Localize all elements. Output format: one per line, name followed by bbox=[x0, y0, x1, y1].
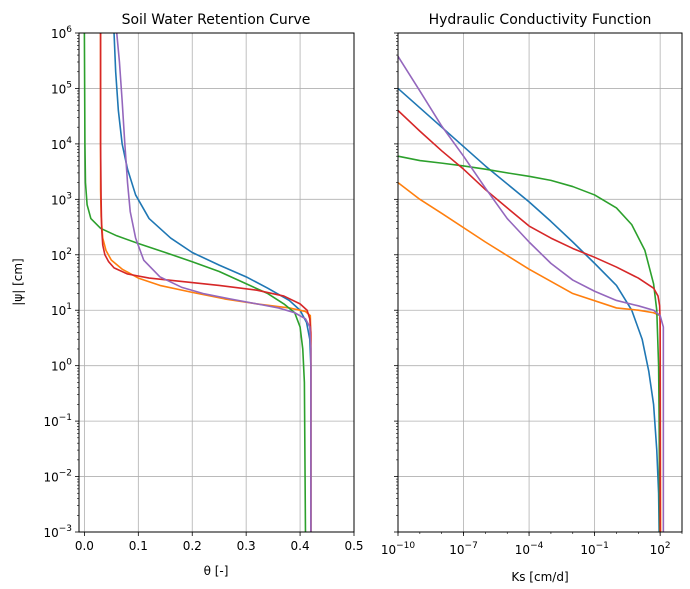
y-tick-label-base: 10 bbox=[51, 304, 66, 318]
x-tick-label-base: 10 bbox=[650, 543, 665, 557]
series-line-1 bbox=[113, 32, 312, 532]
x-tick-label: 0.3 bbox=[237, 539, 256, 553]
retention-x-axis-label: θ [-] bbox=[204, 564, 229, 578]
series-line-1 bbox=[397, 87, 660, 533]
y-tick-label-exponent: 4 bbox=[66, 136, 72, 146]
y-tick-label-base: 10 bbox=[51, 82, 66, 96]
y-tick-label-base: 10 bbox=[51, 27, 66, 41]
y-tick-label-exponent: −3 bbox=[59, 524, 72, 534]
x-tick-label: 0.5 bbox=[344, 539, 363, 553]
y-tick-label: 10−1 bbox=[43, 413, 72, 429]
y-tick-label-exponent: 2 bbox=[66, 247, 72, 257]
x-tick-label-exponent: −7 bbox=[465, 541, 478, 551]
y-tick-label-exponent: −2 bbox=[59, 469, 72, 479]
y-tick-label-exponent: 1 bbox=[66, 302, 72, 312]
retention-lines bbox=[83, 32, 312, 533]
y-tick-label-exponent: 5 bbox=[66, 80, 72, 90]
x-tick-label: 0.1 bbox=[129, 539, 148, 553]
x-tick-label: 0.2 bbox=[183, 539, 202, 553]
series-line-5 bbox=[115, 32, 312, 532]
conductivity-panel: 10−10 10−7 10−4 10−1 102 Hydraulic Conductiv… bbox=[381, 12, 683, 584]
y-tick-label: 101 bbox=[51, 302, 72, 318]
retention-axes-frame bbox=[78, 32, 355, 533]
y-tick-label-base: 10 bbox=[43, 415, 58, 429]
x-tick-label-exponent: −4 bbox=[530, 541, 544, 551]
x-tick-label-exponent: −10 bbox=[396, 541, 415, 551]
series-line-2 bbox=[397, 182, 662, 533]
y-tick-label-exponent: 6 bbox=[66, 25, 72, 35]
series-line-3 bbox=[83, 32, 307, 533]
y-tick-label: 103 bbox=[51, 191, 72, 207]
x-tick-label-exponent: 2 bbox=[665, 541, 671, 551]
x-tick-label: 10−1 bbox=[580, 541, 609, 557]
x-tick-label-base: 10 bbox=[449, 543, 464, 557]
y-tick-label-base: 10 bbox=[51, 138, 66, 152]
conductivity-y-ticks bbox=[394, 32, 398, 533]
y-tick-label: 106 bbox=[51, 25, 72, 41]
series-line-5 bbox=[397, 55, 665, 532]
y-tick-label-exponent: 0 bbox=[66, 358, 72, 368]
x-tick-label: 0.0 bbox=[75, 539, 94, 553]
x-tick-label: 102 bbox=[650, 541, 671, 557]
conductivity-x-ticks: 10−10 10−7 10−4 10−1 102 bbox=[381, 532, 683, 557]
x-tick-label: 10−7 bbox=[449, 541, 478, 557]
conductivity-title: Hydraulic Conductivity Function bbox=[429, 12, 652, 28]
x-tick-label: 10−4 bbox=[515, 541, 544, 557]
x-tick-label-base: 10 bbox=[515, 543, 530, 557]
x-tick-label-base: 10 bbox=[580, 543, 595, 557]
y-tick-label-base: 10 bbox=[51, 360, 66, 374]
y-tick-label: 105 bbox=[51, 80, 72, 96]
x-tick-label: 10−10 bbox=[381, 541, 416, 557]
y-tick-label-exponent: 3 bbox=[66, 191, 72, 201]
x-tick-label-base: 10 bbox=[381, 543, 396, 557]
y-tick-label-base: 10 bbox=[51, 249, 66, 263]
conductivity-axes-frame bbox=[397, 32, 683, 533]
y-tick-label: 104 bbox=[51, 136, 72, 152]
retention-curve-panel: 0.0 0.1 0.2 0.3 0.4 0.5 10−310−210−1100101102… bbox=[11, 12, 364, 578]
series-line-4 bbox=[99, 33, 312, 532]
y-tick-label: 10−2 bbox=[43, 469, 72, 485]
x-tick-label: 0.4 bbox=[291, 539, 310, 553]
y-tick-label: 100 bbox=[51, 358, 72, 374]
conductivity-lines bbox=[397, 55, 665, 533]
retention-y-axis-label: |ψ| [cm] bbox=[11, 258, 25, 305]
y-tick-label-base: 10 bbox=[43, 526, 58, 540]
retention-title: Soil Water Retention Curve bbox=[122, 12, 311, 28]
y-tick-label-base: 10 bbox=[51, 193, 66, 207]
y-tick-label: 10−3 bbox=[43, 524, 72, 540]
x-tick-label-exponent: −1 bbox=[596, 541, 609, 551]
retention-x-ticks: 0.0 0.1 0.2 0.3 0.4 0.5 bbox=[75, 532, 364, 553]
conductivity-x-axis-label: Ks [cm/d] bbox=[511, 570, 568, 584]
y-tick-label-exponent: −1 bbox=[59, 413, 72, 423]
series-line-4 bbox=[397, 109, 661, 532]
y-tick-label-base: 10 bbox=[43, 471, 58, 485]
y-tick-label: 102 bbox=[51, 247, 72, 263]
